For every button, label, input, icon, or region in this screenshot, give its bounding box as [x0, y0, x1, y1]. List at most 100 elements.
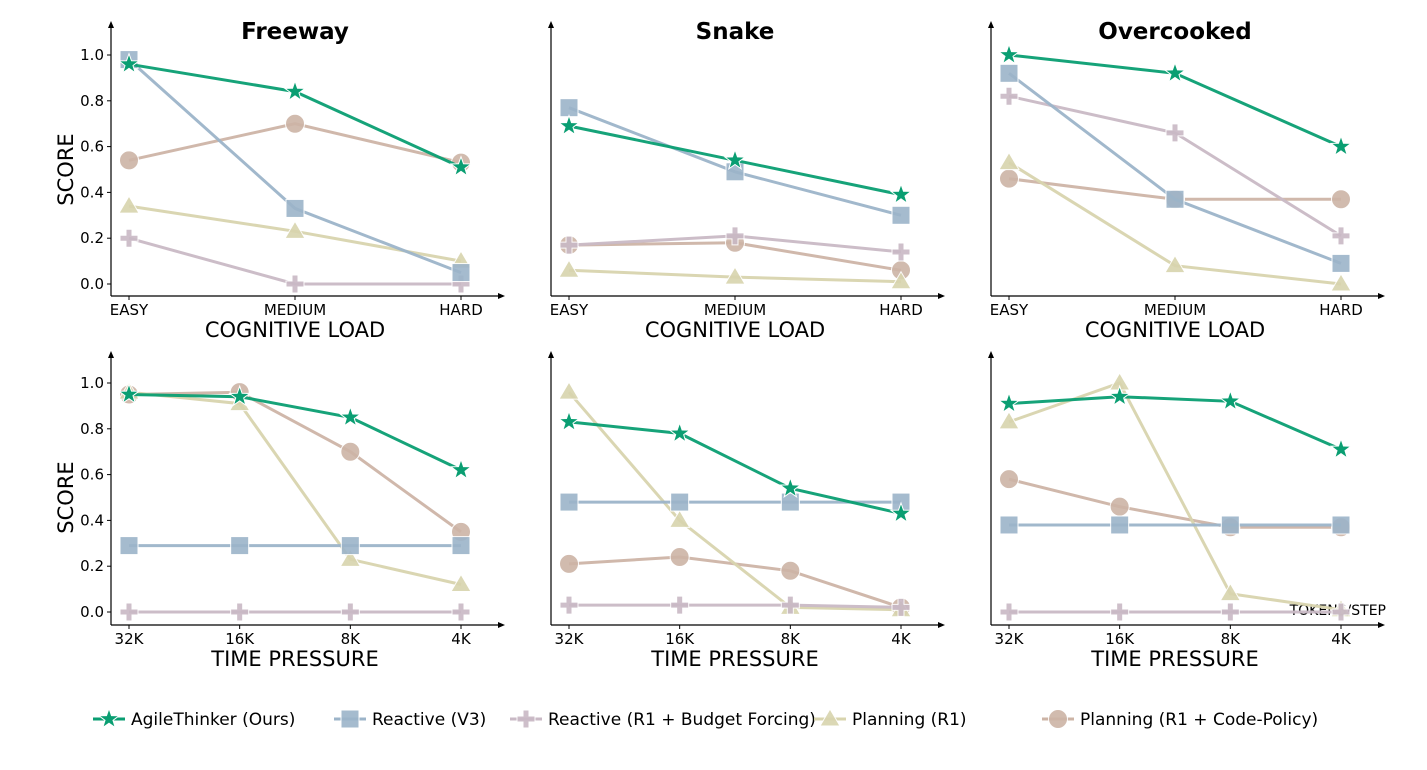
- data-point-plus: [230, 602, 250, 622]
- data-point-circle: [999, 168, 1019, 189]
- y-axis-arrow-icon: [108, 21, 114, 28]
- data-point-star: [668, 421, 692, 444]
- data-point-square: [891, 205, 911, 225]
- data-point-plus: [285, 274, 305, 294]
- subplot-1: EASY MEDIUM HARD 0.0 0.2 0.4 0.6 0.8 1.0 Freeway C…: [54, 19, 505, 342]
- data-point-square: [559, 492, 579, 512]
- y-axis-arrow-icon: [548, 351, 554, 358]
- data-point-circle: [285, 113, 305, 134]
- x-axis-label: COGNITIVE LOAD: [205, 318, 385, 342]
- data-point-triangle: [284, 220, 306, 239]
- circle-icon: [1048, 709, 1068, 729]
- data-point-triangle: [1330, 273, 1352, 292]
- series-star: [557, 113, 913, 205]
- plus-icon: [516, 709, 536, 729]
- series-line: [128, 390, 462, 534]
- x-axis-label: TIME PRESSURE: [1090, 647, 1259, 671]
- data-point-plus: [451, 602, 471, 622]
- x-axis-arrow-icon: [1378, 293, 1385, 299]
- data-point-plus: [891, 242, 911, 262]
- series-line: [568, 420, 902, 515]
- series-circle: [119, 113, 471, 173]
- series-circle: [999, 469, 1351, 538]
- data-point-square: [1220, 515, 1240, 535]
- subplot-title: Freeway: [241, 19, 349, 45]
- data-point-plus: [1165, 123, 1185, 143]
- x-tick-label: 8K: [341, 630, 362, 648]
- data-point-plus: [1110, 602, 1130, 622]
- data-point-square: [451, 263, 471, 283]
- x-tick-label: 32K: [115, 630, 145, 648]
- data-point-square: [230, 536, 250, 556]
- x-tick-label: HARD: [1319, 301, 1363, 319]
- star-icon: [97, 706, 121, 729]
- x-tick-label: 32K: [995, 630, 1025, 648]
- series-plus: [119, 602, 471, 622]
- x-axis-label: COGNITIVE LOAD: [1085, 318, 1265, 342]
- x-tick-label: 16K: [225, 630, 255, 648]
- data-point-circle: [780, 560, 801, 581]
- x-tick-label: MEDIUM: [704, 301, 766, 319]
- x-axis-arrow-icon: [498, 622, 505, 628]
- series-line: [1008, 477, 1341, 529]
- x-tick-label: EASY: [990, 301, 1029, 319]
- data-point-plus: [119, 602, 139, 622]
- data-point-square: [1165, 189, 1185, 209]
- series-line: [1008, 395, 1342, 451]
- data-point-star: [449, 155, 473, 177]
- x-tick-label: 8K: [781, 630, 802, 648]
- data-point-star: [283, 79, 307, 102]
- data-point-square: [340, 536, 360, 556]
- data-point-plus: [559, 595, 579, 615]
- series-square: [999, 515, 1351, 535]
- data-point-star: [117, 382, 141, 405]
- data-point-square: [1331, 253, 1351, 273]
- data-point-circle: [669, 547, 690, 568]
- data-point-plus: [1331, 226, 1351, 246]
- data-point-star: [1163, 61, 1187, 84]
- legend-item: Reactive (V3): [334, 709, 486, 730]
- y-tick-label: 0.8: [80, 92, 104, 110]
- x-axis-arrow-icon: [938, 293, 945, 299]
- data-point-plus: [725, 226, 745, 246]
- data-point-triangle: [558, 381, 580, 400]
- legend-item: Planning (R1): [814, 708, 967, 730]
- legend-item: Planning (R1 + Code-Policy): [1042, 709, 1318, 730]
- x-tick-label: 4K: [891, 630, 912, 648]
- data-point-square: [451, 536, 471, 556]
- data-point-square: [725, 162, 745, 182]
- y-axis-label: SCORE: [54, 461, 78, 533]
- y-axis-arrow-icon: [988, 351, 994, 358]
- y-tick-label: 0.0: [80, 603, 104, 621]
- data-point-square: [119, 536, 139, 556]
- data-point-star: [117, 52, 141, 74]
- data-point-plus: [999, 86, 1019, 106]
- data-point-plus: [340, 602, 360, 622]
- x-tick-label: 8K: [1221, 630, 1242, 648]
- series-star: [997, 42, 1353, 157]
- x-axis-arrow-icon: [1378, 622, 1385, 628]
- y-tick-label: 0.4: [80, 183, 104, 201]
- legend: AgileThinker (Ours) Reactive (V3) Reactive…: [93, 706, 1318, 730]
- data-point-circle: [119, 150, 139, 171]
- series-plus: [999, 86, 1351, 246]
- subplot-3: EASY MEDIUM HARD Overcooked COGNITIVE LOAD: [988, 19, 1385, 342]
- data-point-square: [285, 198, 305, 218]
- series-square: [999, 63, 1351, 273]
- data-point-plus: [1331, 602, 1351, 622]
- data-point-plus: [891, 597, 911, 617]
- x-tick-label: MEDIUM: [264, 301, 326, 319]
- series-square: [119, 536, 471, 556]
- data-point-triangle: [998, 410, 1020, 430]
- series-triangle: [998, 372, 1352, 618]
- x-tick-label: 4K: [451, 630, 472, 648]
- y-tick-label: 0.2: [80, 557, 104, 575]
- subplot-title: Overcooked: [1098, 19, 1251, 45]
- subplot-2: EASY MEDIUM HARD Snake COGNITIVE LOAD: [548, 19, 945, 342]
- x-tick-label: HARD: [439, 301, 483, 319]
- data-point-star: [557, 409, 581, 432]
- series-line: [569, 603, 902, 609]
- data-point-triangle: [1164, 254, 1186, 274]
- data-point-star: [723, 148, 747, 171]
